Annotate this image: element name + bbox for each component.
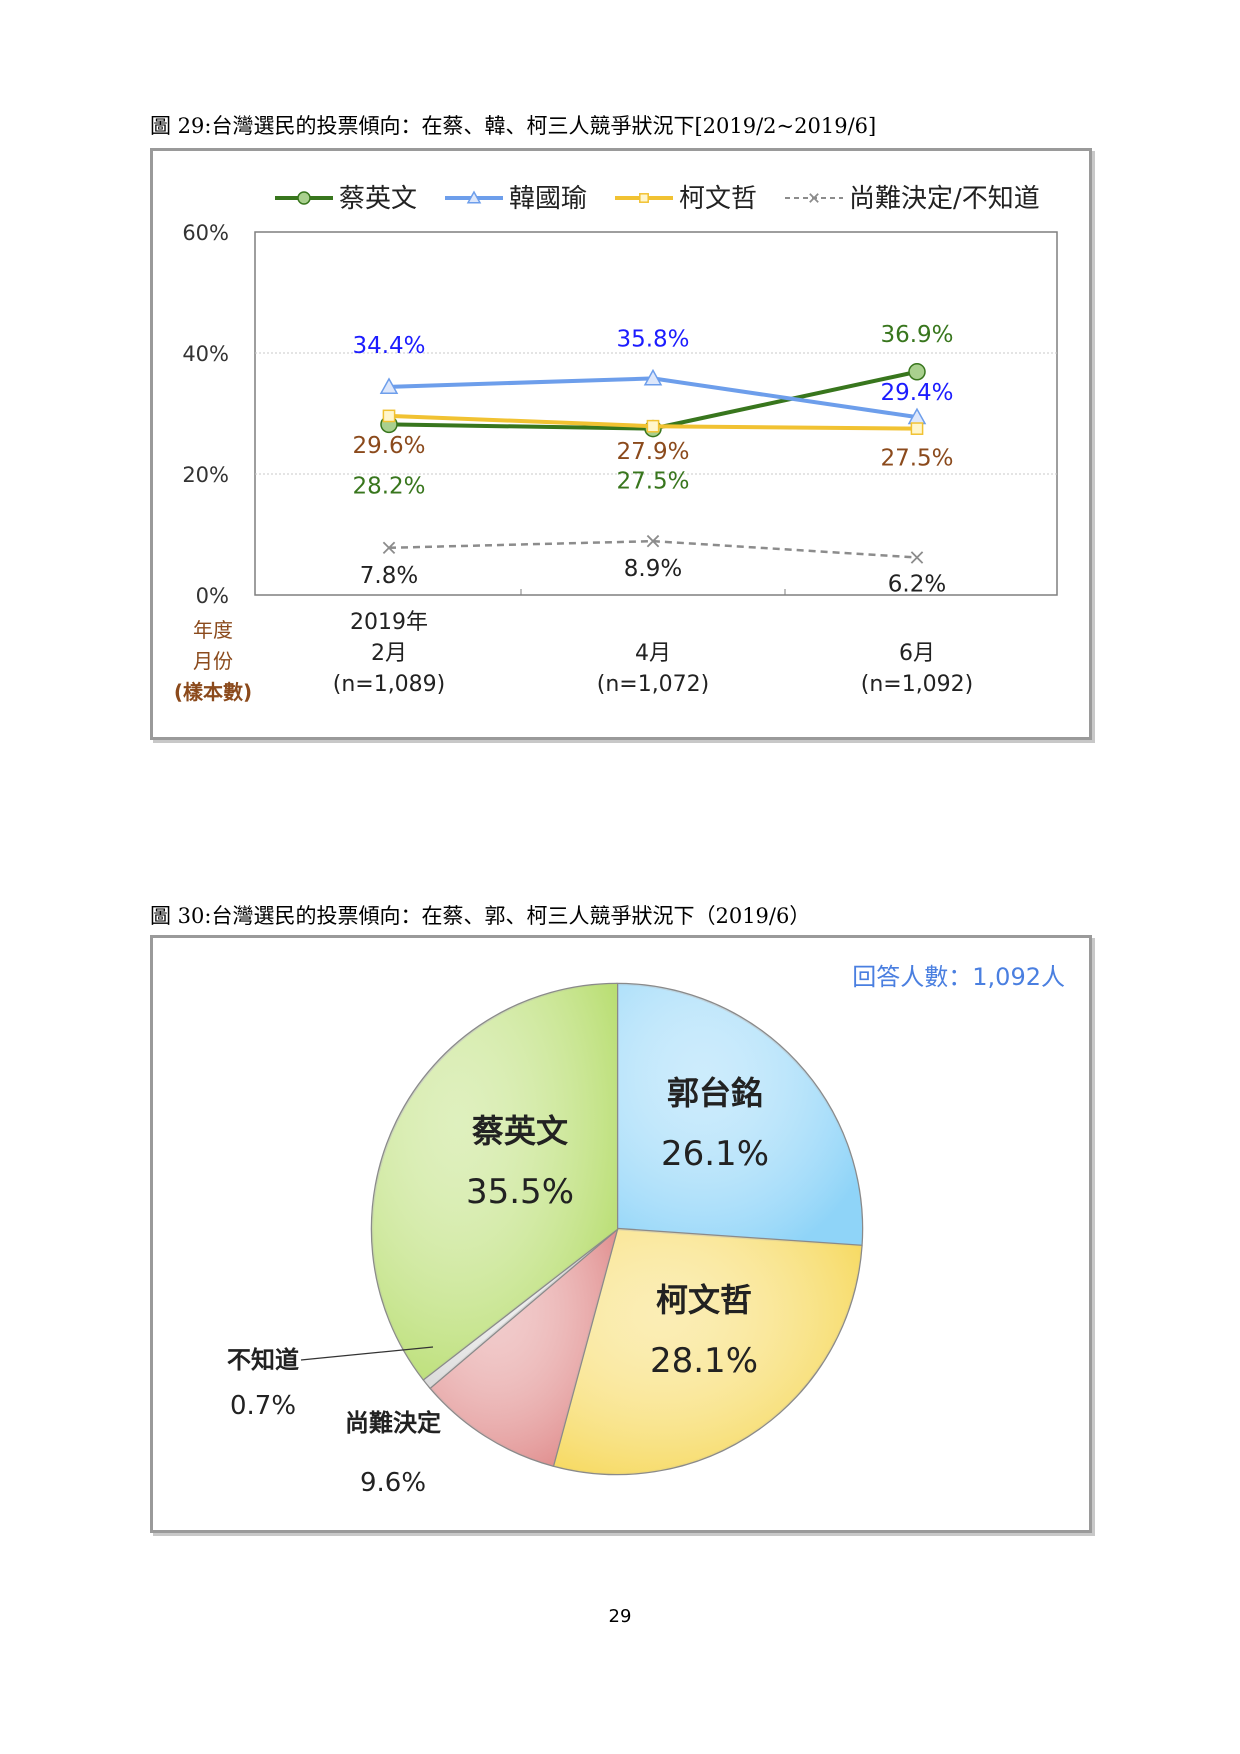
marker-x bbox=[382, 541, 396, 555]
legend-item: 韓國瑜 bbox=[445, 184, 587, 214]
data-label: 35.8% bbox=[616, 326, 689, 352]
data-label: 29.6% bbox=[352, 433, 425, 459]
legend-label: 尚難決定/不知道 bbox=[849, 184, 1040, 214]
x-header-label: 年度 bbox=[193, 618, 233, 642]
slice-name-label: 蔡英文 bbox=[472, 1112, 568, 1150]
y-tick-label: 20% bbox=[182, 463, 229, 487]
x-category-label: (n=1,092) bbox=[861, 672, 974, 697]
legend-item: 蔡英文 bbox=[275, 184, 417, 214]
data-label: 36.9% bbox=[880, 322, 953, 348]
slice-value-label: 28.1% bbox=[650, 1341, 758, 1381]
slice-value-label: 35.5% bbox=[466, 1172, 574, 1212]
marker-triangle bbox=[466, 190, 482, 204]
marker-triangle bbox=[379, 377, 399, 395]
x-category-label: 6月 bbox=[899, 641, 935, 666]
legend-label: 蔡英文 bbox=[339, 184, 417, 214]
marker-square bbox=[382, 409, 396, 423]
slice-name-label: 不知道 bbox=[227, 1346, 299, 1374]
marker-x bbox=[646, 534, 660, 548]
page-number: 29 bbox=[608, 1606, 632, 1627]
x-category-label: 4月 bbox=[635, 641, 671, 666]
marker-square bbox=[639, 193, 649, 203]
pie-slice-shade bbox=[617, 984, 863, 1246]
data-label: 29.4% bbox=[880, 380, 953, 406]
legend-label: 柯文哲 bbox=[679, 184, 757, 214]
pie-slice-shade bbox=[423, 1229, 617, 1388]
marker-triangle bbox=[643, 368, 663, 386]
marker-square bbox=[646, 419, 660, 433]
pie-slice-shade bbox=[553, 1229, 862, 1474]
figure-29-caption: 圖 29:台灣選民的投票傾向：在蔡、韓、柯三人競爭狀況下[2019/2~2019… bbox=[150, 114, 877, 138]
x-category-label: 2月 bbox=[371, 641, 407, 666]
pie-slice-shade bbox=[430, 1229, 617, 1466]
data-label: 27.5% bbox=[880, 446, 953, 472]
x-header-label: 月份 bbox=[193, 649, 233, 673]
pie-slice-shade bbox=[372, 984, 617, 1380]
marker-x bbox=[809, 193, 819, 203]
x-category-label: 2019年 bbox=[350, 610, 428, 635]
line-chart-frame: 0% 20% 40% 60% 蔡英文 韓國瑜 柯文哲 尚難決定/不知道 28.2% 27.5% 36… bbox=[150, 148, 1092, 740]
pie-chart: 郭台銘 26.1% 柯文哲 28.1% 尚難決定 9.6% 不知道 0.7% 蔡英文 35.5% 回… bbox=[227, 963, 1065, 1498]
figure-30-caption: 圖 30:台灣選民的投票傾向：在蔡、郭、柯三人競爭狀況下（2019/6） bbox=[150, 904, 811, 928]
marker-square bbox=[910, 422, 924, 435]
data-label: 27.5% bbox=[616, 469, 689, 495]
y-tick-label: 0% bbox=[196, 584, 229, 608]
x-header-label: (樣本數) bbox=[174, 680, 252, 704]
pie-chart-frame: 郭台銘 26.1% 柯文哲 28.1% 尚難決定 9.6% 不知道 0.7% 蔡英文 35.5% 回… bbox=[150, 935, 1092, 1533]
y-tick-label: 40% bbox=[182, 342, 229, 366]
slice-value-label: 26.1% bbox=[661, 1134, 769, 1174]
data-label: 8.9% bbox=[624, 556, 682, 582]
marker-x bbox=[910, 551, 924, 564]
data-label: 7.8% bbox=[360, 563, 418, 589]
marker-circle bbox=[908, 363, 926, 381]
slice-name-label: 柯文哲 bbox=[656, 1281, 752, 1319]
slice-name-label: 郭台銘 bbox=[667, 1074, 763, 1112]
legend-item: 尚難決定/不知道 bbox=[785, 184, 1040, 214]
leader-line bbox=[300, 1346, 434, 1361]
data-label: 34.4% bbox=[352, 333, 425, 359]
legend-label: 韓國瑜 bbox=[509, 184, 587, 214]
x-category-label: (n=1,072) bbox=[597, 672, 710, 697]
slice-value-label: 9.6% bbox=[360, 1468, 426, 1498]
data-label: 6.2% bbox=[888, 571, 946, 597]
legend-item: 柯文哲 bbox=[615, 184, 757, 214]
marker-circle bbox=[297, 191, 311, 205]
respondent-count-note: 回答人數：1,092人 bbox=[852, 963, 1065, 991]
data-label: 27.9% bbox=[616, 439, 689, 465]
slice-name-label: 尚難決定 bbox=[345, 1409, 441, 1437]
x-category-label: (n=1,089) bbox=[333, 672, 446, 697]
data-label: 28.2% bbox=[352, 473, 425, 499]
slice-value-label: 0.7% bbox=[230, 1391, 296, 1421]
y-tick-label: 60% bbox=[182, 221, 229, 245]
line-chart: 0% 20% 40% 60% 蔡英文 韓國瑜 柯文哲 尚難決定/不知道 28.2% 27.5% 36… bbox=[174, 184, 1058, 704]
